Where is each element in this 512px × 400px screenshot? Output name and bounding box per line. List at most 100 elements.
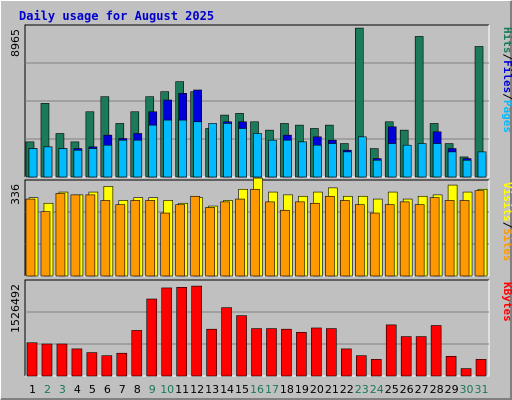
kbytes-bar <box>430 325 442 377</box>
kbytes-bar <box>86 352 98 377</box>
legend-entry: / <box>501 93 512 100</box>
pages-bar <box>88 148 98 178</box>
x-tick-label: 13 <box>205 383 219 396</box>
kbytes-bar <box>341 348 352 377</box>
kbytes-bar <box>296 331 307 377</box>
kbytes-bar <box>41 343 53 377</box>
x-tick-label: 16 <box>250 383 264 396</box>
panel-bottom-legend: KBytes <box>501 282 512 322</box>
kbytes-bar <box>355 355 367 377</box>
legend-entry: Visits <box>501 182 512 222</box>
x-tick-label: 21 <box>325 383 339 396</box>
pages-bar <box>103 144 113 178</box>
pages-bar <box>343 151 352 178</box>
kbytes-bar <box>191 285 202 377</box>
sites-bar <box>190 195 200 277</box>
pages-bar <box>238 128 247 178</box>
sites-bar <box>384 204 395 277</box>
sites-bar <box>250 188 260 277</box>
pages-bar <box>357 136 367 178</box>
x-tick-label: 14 <box>220 383 234 396</box>
pages-bar <box>73 149 83 178</box>
kbytes-bar <box>400 336 412 377</box>
sites-bar <box>220 201 230 277</box>
x-tick-label: 10 <box>160 383 174 396</box>
sites-bar <box>280 209 290 277</box>
sites-bar <box>474 190 485 277</box>
sites-bar <box>340 200 350 277</box>
sites-bar <box>399 201 410 277</box>
sites-bar <box>444 200 455 277</box>
x-tick-label: 2 <box>44 383 51 396</box>
kbytes-bar <box>221 307 232 377</box>
x-tick-label: 18 <box>280 383 294 396</box>
legend-entry: / <box>501 222 512 229</box>
sites-bar <box>414 204 425 277</box>
x-tick-label: 30 <box>460 383 474 396</box>
kbytes-bar <box>236 315 247 377</box>
kbytes-bar <box>56 343 68 377</box>
x-tick-label: 6 <box>104 383 111 396</box>
kbytes-bar <box>26 342 38 377</box>
legend-entry: Pages <box>501 100 512 133</box>
x-tick-label: 4 <box>74 383 81 396</box>
sites-bar <box>85 194 96 277</box>
sites-bar <box>160 212 171 277</box>
kbytes-bar <box>71 348 83 377</box>
sites-bar <box>115 204 126 277</box>
x-tick-label: 9 <box>149 383 156 396</box>
panel-top-legend: Hits/Files/Pages <box>501 27 512 133</box>
x-tick-label: 25 <box>385 383 399 396</box>
kbytes-bar <box>251 328 262 377</box>
legend-entry: Files <box>501 60 512 93</box>
x-tick-label: 5 <box>89 383 96 396</box>
x-tick-label: 20 <box>310 383 324 396</box>
pages-bar <box>417 143 427 178</box>
sites-bar <box>100 200 111 277</box>
sites-bar <box>325 195 335 277</box>
kbytes-bar <box>281 328 292 377</box>
pages-bar <box>223 123 232 178</box>
x-tick-label: 1 <box>29 383 36 396</box>
sites-bar <box>40 211 51 277</box>
sites-bar <box>295 201 305 277</box>
sites-bar <box>235 198 245 277</box>
kbytes-bar <box>116 352 128 377</box>
x-tick-label: 29 <box>445 383 459 396</box>
sites-bar <box>70 194 81 277</box>
pages-bar <box>372 159 382 178</box>
pages-bar <box>313 144 322 178</box>
pages-bar <box>118 139 128 178</box>
x-tick-label: 23 <box>355 383 369 396</box>
legend-entry: Sites <box>501 228 512 261</box>
pages-bar <box>178 119 187 178</box>
pages-bar <box>28 148 38 178</box>
sites-bar <box>130 200 141 277</box>
x-tick-label: 7 <box>119 383 126 396</box>
sites-bar <box>205 207 215 277</box>
pages-bar <box>208 123 217 178</box>
kbytes-bar <box>266 328 277 377</box>
x-tick-label: 28 <box>430 383 444 396</box>
kbytes-bar <box>146 298 158 377</box>
x-tick-label: 8 <box>134 383 141 396</box>
sites-bar <box>354 204 365 277</box>
kbytes-bar <box>370 359 382 377</box>
kbytes-bar <box>475 359 487 377</box>
kbytes-bar <box>415 336 427 377</box>
sites-bar <box>459 200 470 277</box>
pages-bar <box>133 139 143 178</box>
kbytes-bar <box>101 355 113 377</box>
x-tick-label: 27 <box>415 383 429 396</box>
x-tick-label: 19 <box>295 383 309 396</box>
kbytes-bar <box>176 287 187 377</box>
pages-bar <box>253 133 262 178</box>
sites-bar <box>310 202 320 277</box>
pages-bar <box>432 143 442 178</box>
x-tick-label: 17 <box>265 383 279 396</box>
kbytes-bar <box>445 355 457 377</box>
x-tick-label: 11 <box>175 383 189 396</box>
